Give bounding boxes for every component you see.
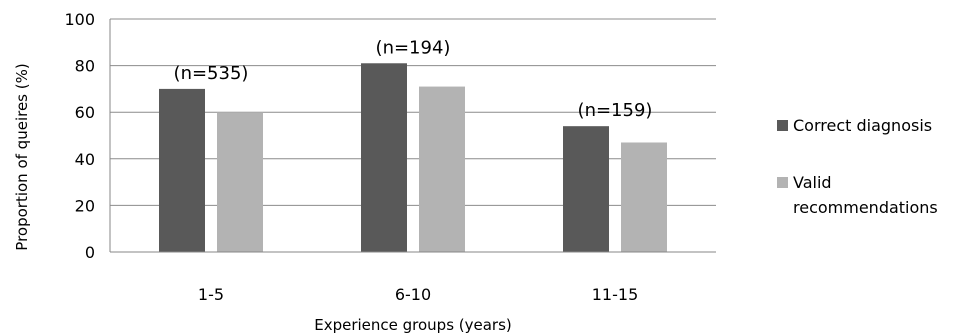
- x-axis-label: Experience groups (years): [314, 316, 512, 334]
- y-tick-labels: 0 20 40 60 80 100: [64, 10, 95, 262]
- y-tick-label: 60: [75, 103, 95, 122]
- axes: [109, 19, 716, 253]
- sample-size-label: (n=194): [376, 37, 451, 58]
- y-tick-label: 20: [75, 196, 95, 215]
- sample-size-label: (n=535): [174, 63, 249, 84]
- legend-label: Valid: [793, 173, 832, 192]
- legend-swatch: [777, 120, 788, 131]
- x-tick-label: 6-10: [395, 285, 431, 304]
- bar-valid-recommendations: [217, 112, 263, 252]
- legend-label: recommendations: [793, 198, 938, 217]
- x-tick-label: 11-15: [592, 285, 639, 304]
- y-tick-label: 100: [64, 10, 95, 29]
- legend-label: Correct diagnosis: [793, 116, 932, 135]
- sample-size-label: (n=159): [578, 100, 653, 121]
- x-tick-label: 1-5: [198, 285, 224, 304]
- y-tick-label: 40: [75, 150, 95, 169]
- bar-valid-recommendations: [419, 86, 465, 252]
- y-tick-label: 0: [85, 243, 95, 262]
- legend: Correct diagnosis Valid recommendations: [777, 116, 938, 217]
- sample-size-annotations: (n=535) (n=194) (n=159): [174, 37, 653, 121]
- grid-lines: [110, 18, 716, 206]
- y-axis-label: Proportion of queires (%): [13, 63, 31, 250]
- bar-correct-diagnosis: [361, 63, 407, 252]
- bar-correct-diagnosis: [563, 126, 609, 252]
- bar-valid-recommendations: [621, 142, 667, 252]
- bar-correct-diagnosis: [159, 88, 205, 253]
- bars: [159, 63, 667, 253]
- legend-swatch: [777, 177, 788, 188]
- y-tick-label: 80: [75, 57, 95, 76]
- x-tick-labels: 1-5 6-10 11-15: [198, 285, 638, 304]
